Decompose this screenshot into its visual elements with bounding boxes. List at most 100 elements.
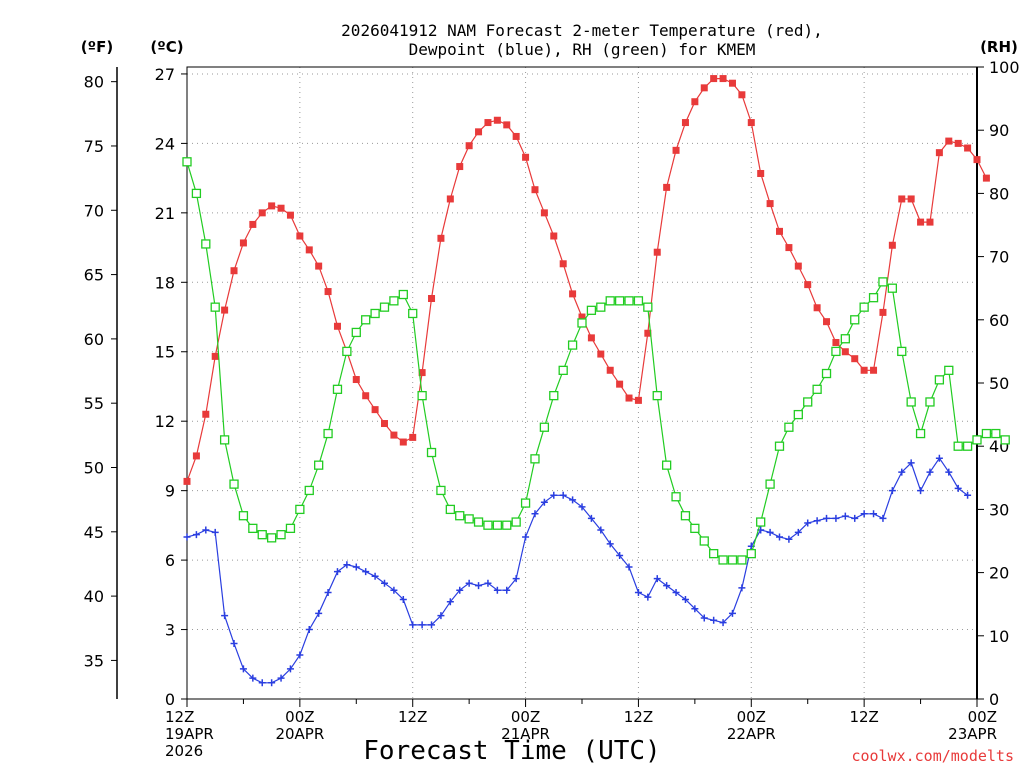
series-line-rh xyxy=(186,161,1006,561)
temperature-point xyxy=(898,195,906,203)
dewpoint-point xyxy=(964,491,972,499)
temperature-point xyxy=(888,241,896,249)
rh-point xyxy=(182,157,192,167)
rh-point xyxy=(878,277,888,287)
rh-point xyxy=(633,296,644,306)
rh-point xyxy=(718,555,728,565)
temperature-point xyxy=(841,348,849,356)
rh-point xyxy=(925,397,935,407)
temperature-point xyxy=(522,153,530,161)
temperature-point xyxy=(719,75,727,83)
dewpoint-point xyxy=(192,531,200,539)
rh-point xyxy=(680,511,691,521)
temperature-point xyxy=(277,204,285,212)
temperature-point xyxy=(202,410,210,418)
temperature-point xyxy=(587,334,595,342)
grid xyxy=(187,67,977,699)
rh-tick-label: 50 xyxy=(989,374,1009,393)
temperature-point xyxy=(616,380,624,388)
temperature-point xyxy=(540,209,548,217)
temperature-point xyxy=(804,281,812,289)
celsius-unit-label: (ºC) xyxy=(150,38,183,56)
rh-point xyxy=(295,504,305,515)
temperature-point xyxy=(315,262,323,270)
x-tick-label: 12Z xyxy=(398,708,427,726)
temperature-point xyxy=(296,232,304,240)
dewpoint-point xyxy=(841,512,849,520)
rh-point xyxy=(868,293,879,303)
dewpoint-point xyxy=(475,582,483,590)
rh-point xyxy=(624,296,634,306)
dewpoint-point xyxy=(437,612,445,620)
rh-point xyxy=(342,346,352,357)
dewpoint-point xyxy=(381,579,388,587)
dewpoint-point xyxy=(804,519,812,527)
temperature-point xyxy=(700,84,708,92)
dewpoint-point xyxy=(700,614,708,622)
dewpoint-point xyxy=(907,459,915,467)
rh-point xyxy=(229,479,239,489)
series-line-temperature xyxy=(186,77,987,482)
rh-point xyxy=(953,441,963,451)
dewpoint-point xyxy=(418,621,426,629)
dewpoint-point xyxy=(681,595,689,603)
rh-tick-label: 60 xyxy=(989,311,1009,330)
dewpoint-point xyxy=(493,586,501,594)
temperature-point xyxy=(268,202,276,210)
rh-point xyxy=(887,283,898,293)
x-tick-label: 12Z xyxy=(849,708,878,726)
temperature-point xyxy=(644,329,652,337)
temperature-point xyxy=(973,156,981,164)
rh-point xyxy=(238,511,249,521)
dewpoint-point xyxy=(832,514,840,522)
fahrenheit-tick-label: 70 xyxy=(84,201,104,220)
rh-point xyxy=(201,239,211,249)
temperature-point xyxy=(757,169,765,177)
rh-point xyxy=(699,536,709,546)
celsius-tick-label: 18 xyxy=(155,273,175,292)
dewpoint-point xyxy=(653,575,661,583)
x-tick-label: 12Z xyxy=(624,708,653,726)
celsius-tick-label: 6 xyxy=(165,551,175,570)
dewpoint-point xyxy=(728,609,736,617)
dewpoint-point xyxy=(352,563,360,571)
dewpoint-point xyxy=(672,589,680,597)
rh-point xyxy=(831,346,841,357)
dewpoint-point xyxy=(456,586,464,594)
temperature-point xyxy=(634,396,642,404)
rh-point xyxy=(567,340,578,350)
series-layer xyxy=(182,75,1010,687)
temperature-point xyxy=(964,144,972,152)
rh-point xyxy=(370,308,380,319)
dewpoint-point xyxy=(333,568,341,576)
rh-point xyxy=(417,390,427,401)
temperature-point xyxy=(945,137,953,145)
rh-point xyxy=(473,517,484,527)
dewpoint-point xyxy=(954,484,962,492)
rh-point xyxy=(793,409,803,420)
rh-point xyxy=(586,305,597,315)
fahrenheit-tick-label: 65 xyxy=(84,266,104,285)
rh-point xyxy=(502,520,512,530)
rh-point xyxy=(483,520,493,530)
temperature-point xyxy=(870,366,878,374)
rh-point xyxy=(1000,435,1010,445)
x-tick-label: 00Z xyxy=(511,708,540,726)
title-line-2: Dewpoint (blue), RH (green) for KMEM xyxy=(409,40,756,59)
dewpoint-point xyxy=(343,561,351,569)
dewpoint-point xyxy=(305,626,313,634)
title-line-1: 2026041912 NAM Forecast 2-meter Temperat… xyxy=(341,21,823,40)
dewpoint-point xyxy=(484,579,492,587)
dewpoint-point xyxy=(860,510,868,518)
temperature-point xyxy=(362,392,370,400)
temperature-point xyxy=(465,142,473,150)
dewpoint-point xyxy=(559,491,567,499)
dewpoint-point xyxy=(663,582,671,590)
temperature-point xyxy=(747,119,755,127)
rh-point xyxy=(756,517,766,527)
temperature-point xyxy=(512,132,520,140)
dewpoint-point xyxy=(230,639,238,647)
x-tick-label: 22APR xyxy=(727,725,776,743)
rh-point xyxy=(803,397,813,407)
